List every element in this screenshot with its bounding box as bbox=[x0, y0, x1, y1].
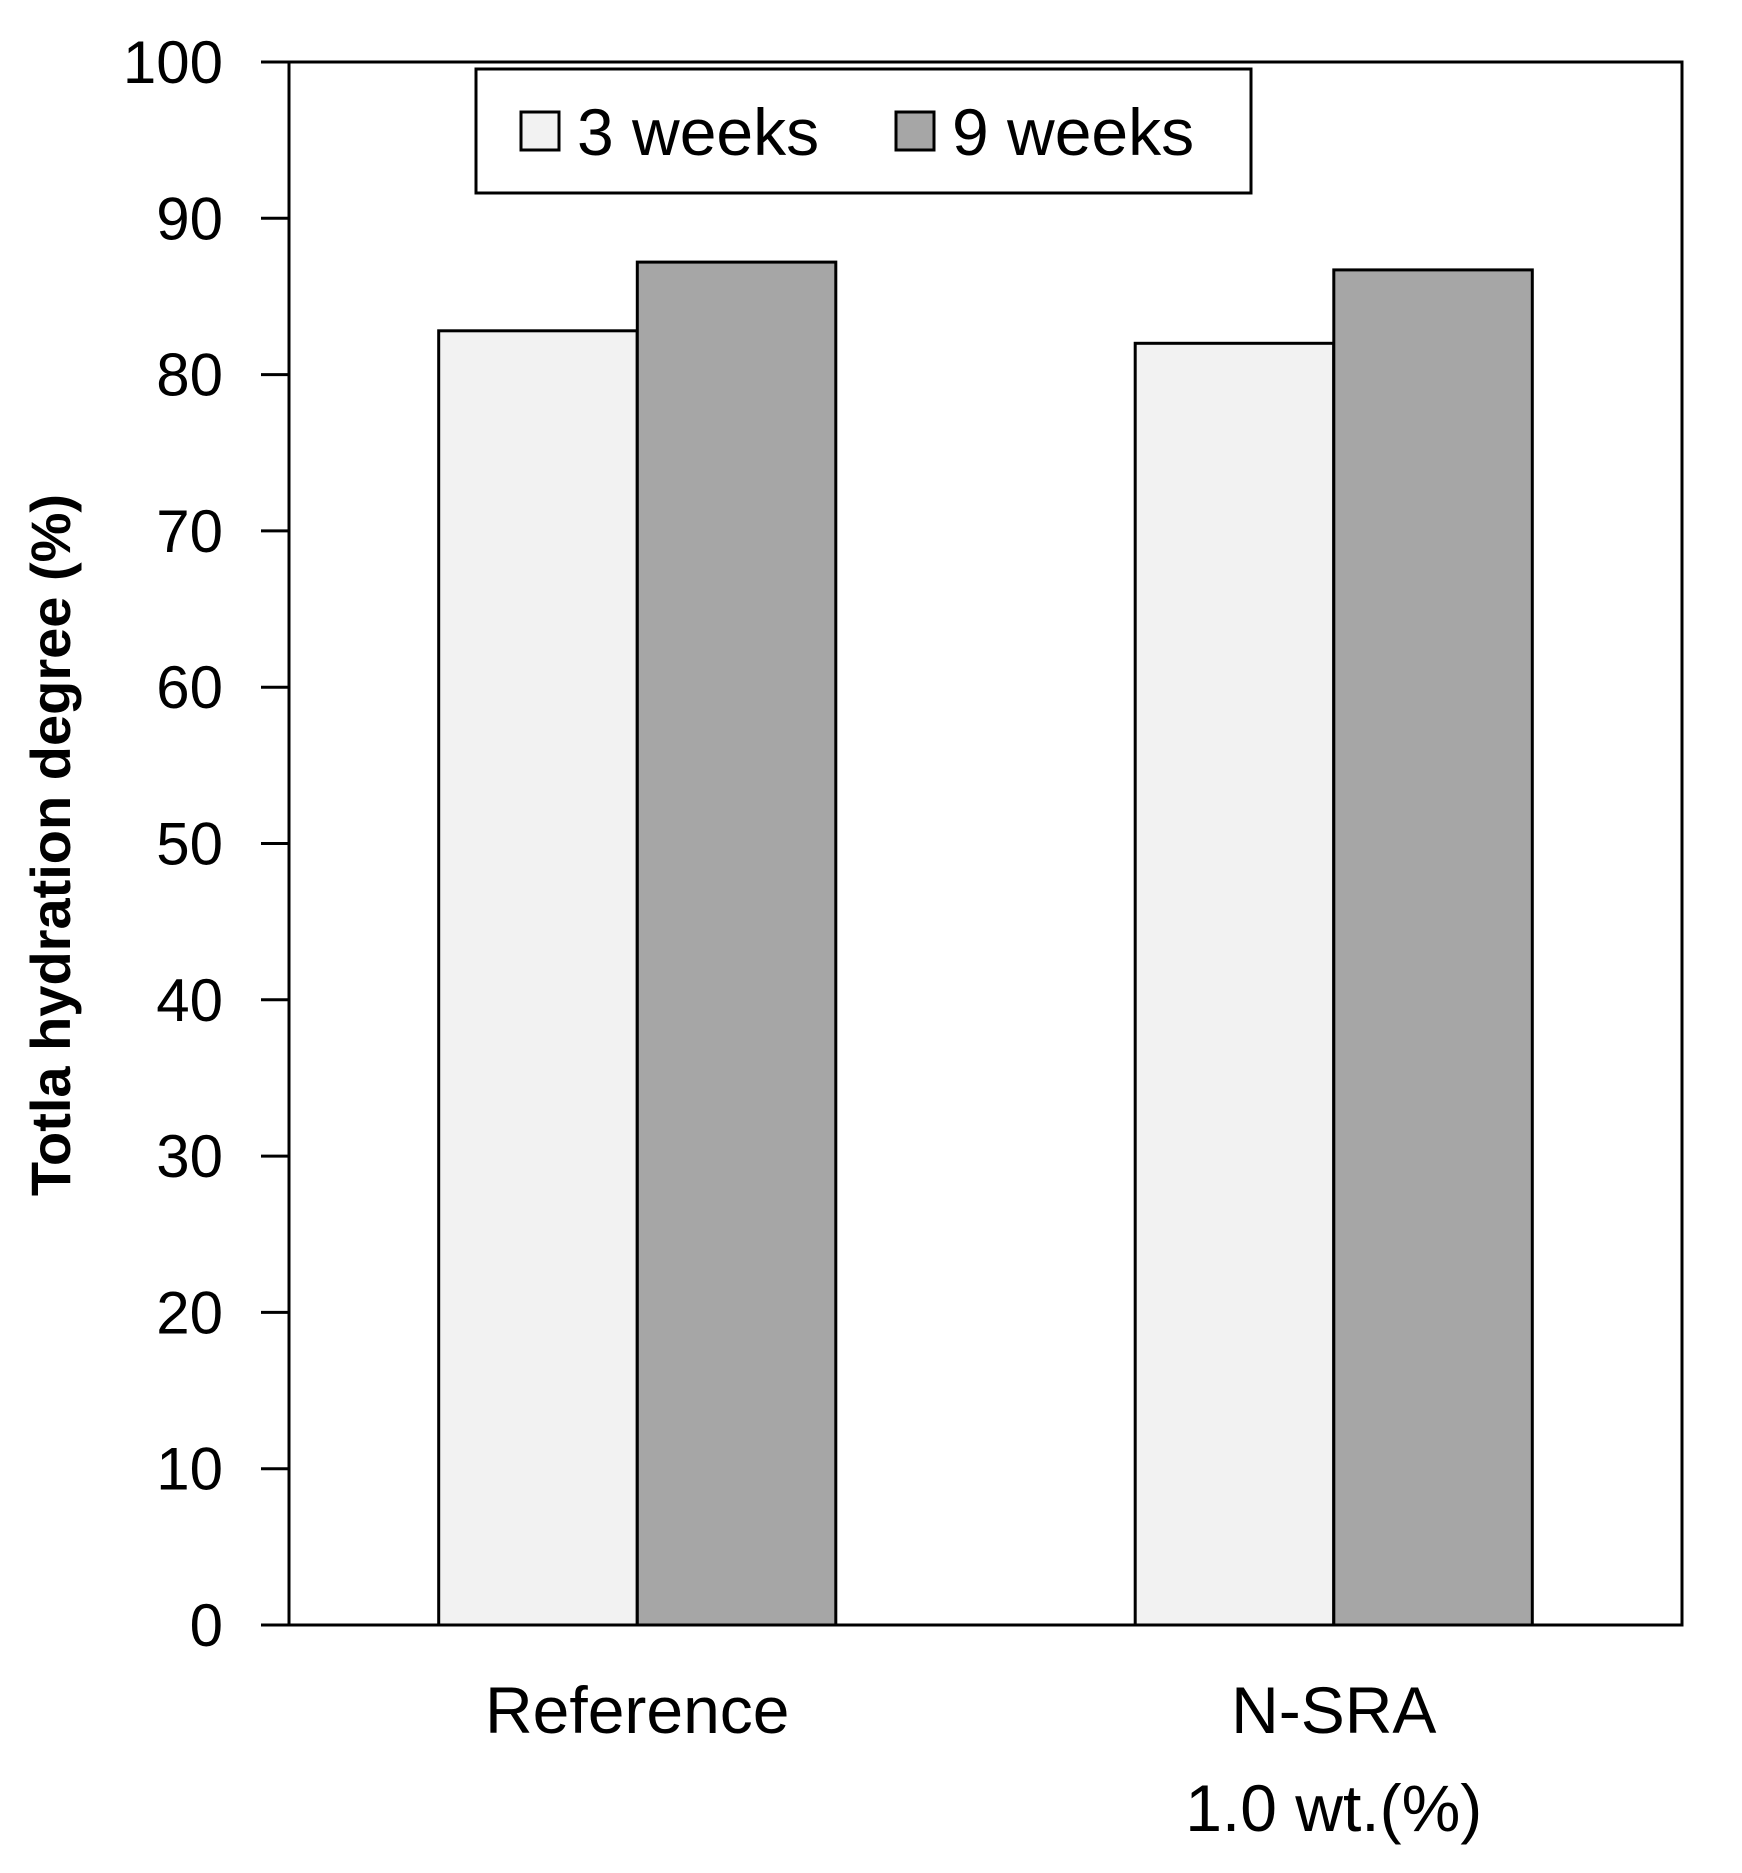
x-category-label: 1.0 wt.(%) bbox=[1185, 1771, 1482, 1845]
legend: 3 weeks 9 weeks bbox=[474, 67, 1253, 195]
legend-box bbox=[474, 67, 1253, 195]
y-tick-label: 40 bbox=[156, 967, 223, 1034]
y-tick-label: 90 bbox=[156, 185, 223, 252]
legend-swatch-3-weeks bbox=[519, 110, 561, 152]
legend-swatch-9-weeks bbox=[894, 110, 936, 152]
y-tick-label: 10 bbox=[156, 1436, 223, 1503]
y-tick-label: 0 bbox=[190, 1592, 223, 1659]
y-tick-label: 30 bbox=[156, 1123, 223, 1190]
y-tick-label: 50 bbox=[156, 811, 223, 878]
x-axis-category-labels: Reference N-SRA 1.0 wt.(%) bbox=[485, 1673, 1482, 1845]
y-tick-label: 60 bbox=[156, 654, 223, 721]
x-category-label: Reference bbox=[485, 1673, 790, 1747]
bar-9-weeks-cat-0 bbox=[635, 260, 838, 1627]
y-axis-title: Totla hydration degree (%) bbox=[19, 494, 82, 1196]
legend-label-9-weeks: 9 weeks bbox=[952, 95, 1194, 169]
y-tick-label: 80 bbox=[156, 342, 223, 409]
y-tick-label: 70 bbox=[156, 498, 223, 565]
x-category-label: N-SRA bbox=[1231, 1673, 1436, 1747]
bars-layer bbox=[437, 260, 1534, 1627]
bar-9-weeks-cat-1 bbox=[1332, 268, 1534, 1627]
bar-3-weeks-cat-0 bbox=[437, 329, 639, 1627]
bar-3-weeks-cat-1 bbox=[1133, 341, 1336, 1627]
legend-label-3-weeks: 3 weeks bbox=[577, 95, 819, 169]
y-axis-ticks: 0 10 20 30 40 50 60 70 80 90 100 bbox=[123, 29, 289, 1659]
y-tick-label: 20 bbox=[156, 1279, 223, 1346]
y-tick-label: 100 bbox=[123, 29, 223, 96]
